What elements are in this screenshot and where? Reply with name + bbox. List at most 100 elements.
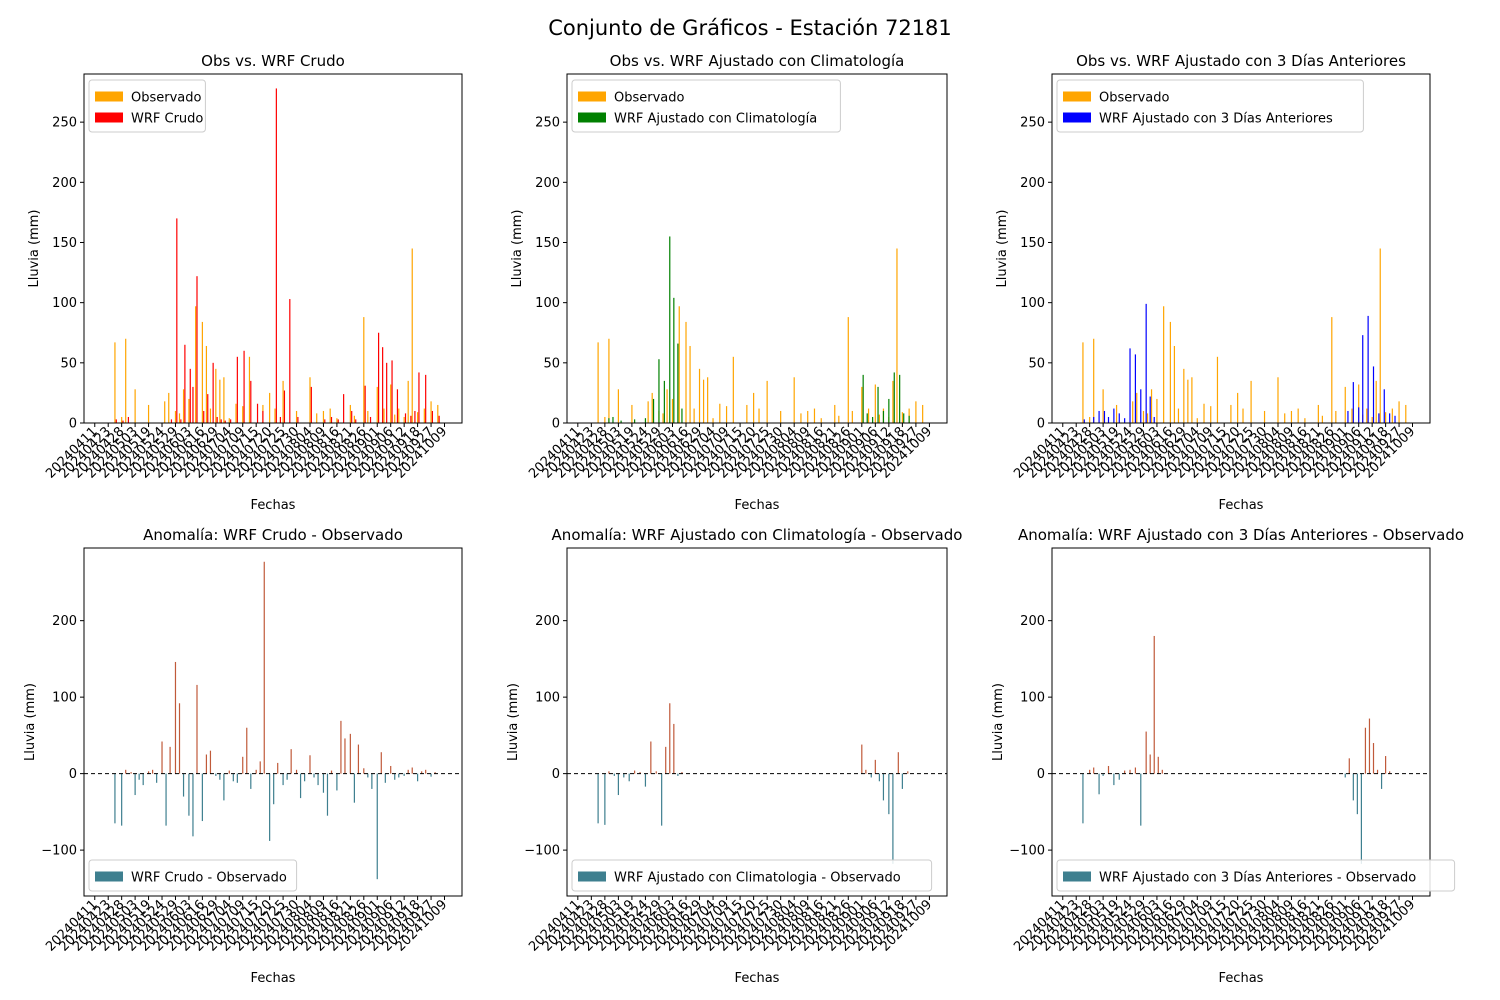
y-tick-label: 100 [52, 296, 77, 311]
bar-series1 [613, 773, 615, 776]
bar-series1 [223, 773, 225, 801]
bar-series2 [404, 413, 407, 423]
bar-series1 [766, 380, 768, 423]
figure-title: Conjunto de Gráficos - Estación 72181 [548, 16, 952, 40]
bar-series1 [1082, 773, 1084, 824]
bar-series1 [1102, 389, 1104, 423]
bar-series1 [780, 410, 782, 423]
bar-series1 [874, 759, 876, 774]
y-tick-label: 250 [535, 116, 560, 131]
subplot-4: Anomalía: WRF Crudo - Observado −100 0 100 2… [23, 526, 463, 986]
bar-series1 [130, 772, 132, 774]
bar-series1 [1118, 773, 1120, 780]
bar-series2 [1134, 354, 1137, 423]
bar-series2 [192, 386, 194, 423]
y-tick-label: 200 [52, 614, 77, 629]
bar-series1 [1348, 758, 1350, 774]
bar-series1 [259, 761, 261, 774]
bar-series1 [1210, 406, 1212, 423]
bar-series1 [134, 773, 136, 796]
bar-series1 [430, 401, 432, 423]
bar-series1 [878, 414, 880, 423]
bar-series1 [390, 384, 392, 423]
bar-series1 [376, 386, 378, 423]
bar-series1 [407, 769, 409, 774]
legend-label: Observado [1099, 91, 1170, 106]
bar-series1 [867, 408, 870, 423]
bar-series1 [407, 380, 409, 423]
bar-series1 [235, 403, 237, 423]
bar-series1 [666, 389, 668, 423]
bar-series1 [1379, 248, 1381, 423]
bar-series2 [1107, 416, 1110, 423]
bar-series1 [411, 767, 413, 774]
bar-series2 [431, 410, 434, 423]
bar-series1 [870, 773, 872, 778]
y-tick-label: 0 [1037, 767, 1045, 782]
bar-series1 [1150, 389, 1153, 423]
bar-series1 [169, 746, 171, 774]
bar-series1 [1157, 756, 1159, 774]
legend-label: WRF Crudo [131, 112, 203, 127]
bar-series2 [893, 372, 895, 423]
bar-series2 [115, 419, 117, 423]
bar-series1 [892, 773, 894, 864]
legend-swatch [95, 91, 123, 102]
y-tick-label: 100 [52, 691, 77, 706]
bar-series2 [330, 416, 333, 423]
bar-series1 [628, 773, 630, 782]
y-tick-label: 0 [1037, 417, 1045, 432]
legend-swatch [578, 91, 606, 102]
y-tick-label: 50 [1028, 356, 1045, 371]
bar-series1 [1389, 771, 1391, 774]
y-axis-label: Lluvia (mm) [991, 683, 1006, 761]
bar-series1 [363, 768, 365, 774]
bar-series1 [223, 377, 225, 423]
bar-series1 [1107, 765, 1110, 774]
bar-series1 [219, 379, 221, 423]
bar-series1 [901, 773, 903, 789]
legend-swatch [578, 871, 606, 882]
bar-series2 [324, 419, 326, 423]
bar-series1 [655, 771, 657, 774]
bar-series1 [1371, 416, 1373, 423]
bar-series1 [248, 356, 251, 423]
y-axis-label: Lluvia (mm) [27, 210, 42, 288]
y-tick-label: −100 [1009, 844, 1045, 859]
bar-series1 [1216, 356, 1219, 423]
bar-series1 [425, 769, 427, 774]
bar-series2 [888, 398, 890, 423]
y-tick-label: 50 [60, 356, 77, 371]
bar-series2 [418, 372, 420, 423]
bar-series2 [1129, 348, 1131, 423]
bar-series1 [304, 773, 306, 782]
bar-series1 [178, 703, 181, 774]
plot-frame [1051, 73, 1431, 424]
bar-series1 [125, 338, 127, 423]
bar-series1 [1263, 410, 1266, 423]
legend: WRF Ajustado con 3 Días Anteriores - Obs… [1056, 859, 1456, 892]
bar-series2 [1372, 366, 1375, 423]
bar-series1 [434, 772, 436, 774]
subplot-title: Anomalía: WRF Ajustado con Climatología … [552, 526, 963, 544]
bar-series1 [242, 406, 244, 423]
y-tick-label: 200 [535, 176, 560, 191]
y-tick-label: 100 [535, 296, 560, 311]
bar-series1 [608, 338, 610, 423]
legend-label: WRF Ajustado con Climatología [614, 112, 817, 127]
y-axis-label: Lluvia (mm) [510, 210, 525, 288]
bar-series2 [1389, 413, 1391, 423]
bar-series2 [176, 218, 178, 423]
bar-series1 [604, 773, 606, 825]
bar-series2 [644, 418, 647, 423]
y-tick-label: 50 [543, 356, 560, 371]
bar-series2 [1093, 416, 1095, 423]
bar-series1 [349, 404, 351, 423]
bar-series2 [872, 416, 874, 423]
bar-series2 [189, 368, 191, 423]
bar-series1 [1237, 392, 1239, 423]
bar-series1 [617, 389, 619, 423]
bar-series1 [1360, 773, 1362, 864]
bar-series1 [813, 408, 816, 423]
bar-series1 [685, 321, 687, 423]
